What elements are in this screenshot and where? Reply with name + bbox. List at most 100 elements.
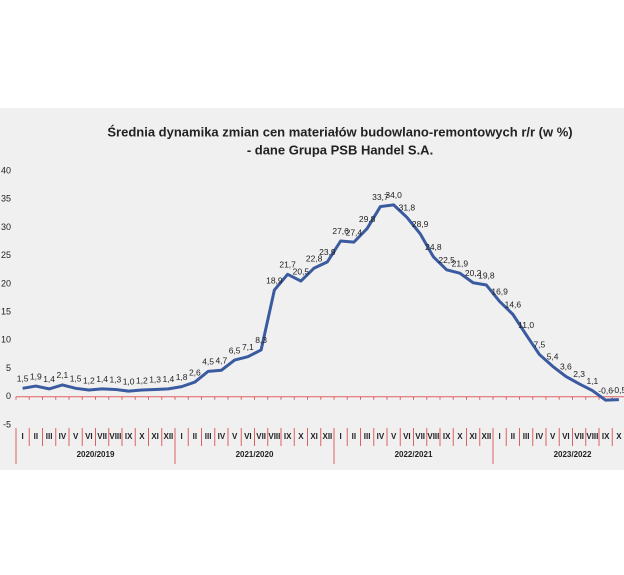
group-label: 2022/2021 [395, 450, 433, 459]
x-tick-label: VII [256, 432, 266, 441]
data-label: 27,4 [346, 227, 363, 237]
x-tick-label: XII [163, 432, 173, 441]
data-label: 4,7 [215, 355, 227, 365]
data-label: 29,8 [359, 214, 376, 224]
y-tick-label: -5 [3, 419, 11, 429]
data-label: 6,5 [229, 345, 241, 355]
x-tick-label: X [298, 432, 304, 441]
x-tick-label: VI [85, 432, 93, 441]
data-label: 20,5 [293, 266, 310, 276]
data-label: 1,1 [586, 376, 598, 386]
x-tick-label: VI [403, 432, 411, 441]
x-tick-label: XII [322, 432, 332, 441]
data-line [22, 203, 619, 402]
data-label: 1,2 [83, 375, 95, 385]
data-label: 4,5 [202, 357, 214, 367]
data-label: 2,6 [189, 367, 201, 377]
x-tick-label: V [232, 432, 238, 441]
x-tick-label: X [616, 432, 622, 441]
data-label: 2,3 [573, 369, 585, 379]
data-label: 20,2 [465, 268, 482, 278]
chart-background [0, 108, 624, 470]
data-label: 1,5 [70, 374, 82, 384]
x-tick-label: III [205, 432, 212, 441]
x-tick-label: IX [443, 432, 451, 441]
data-label: 21,9 [452, 258, 469, 268]
x-tick-label: II [511, 432, 515, 441]
data-label: 22,5 [438, 255, 455, 265]
data-label: 1,8 [176, 372, 188, 382]
data-label: 24,8 [425, 242, 442, 252]
x-tick-label: VIII [268, 432, 280, 441]
data-label: 1,9 [30, 371, 42, 381]
x-tick-label: I [340, 432, 342, 441]
x-tick-label: VII [97, 432, 107, 441]
data-label: 1,4 [96, 374, 108, 384]
group-label: 2020/2019 [77, 450, 115, 459]
group-label: 2023/2022 [554, 450, 592, 459]
data-label: 1,5 [17, 374, 29, 384]
x-tick-label: X [139, 432, 145, 441]
data-label: 1,3 [149, 375, 161, 385]
x-tick-label: IV [536, 432, 544, 441]
data-label: 1,4 [43, 374, 55, 384]
y-tick-label: 20 [1, 278, 11, 288]
x-tick-label: IX [125, 432, 133, 441]
x-tick-label: XII [481, 432, 491, 441]
data-label: 28,9 [412, 219, 429, 229]
data-label: 7,1 [242, 342, 254, 352]
x-tick-label: VI [562, 432, 570, 441]
x-tick-label: V [73, 432, 79, 441]
data-label: -0,5 [612, 385, 624, 395]
data-label: 11,0 [518, 320, 534, 330]
data-label: 16,9 [491, 287, 508, 297]
data-label: 2,1 [56, 370, 68, 380]
data-label: 1,0 [123, 376, 135, 386]
x-tick-label: II [193, 432, 197, 441]
y-tick-label: 15 [1, 306, 11, 316]
x-tick-label: VI [244, 432, 252, 441]
x-tick-label: VIII [109, 432, 121, 441]
x-tick-label: I [22, 432, 24, 441]
x-tick-label: VII [574, 432, 584, 441]
x-tick-label: VIII [586, 432, 598, 441]
data-label: 8,3 [255, 335, 267, 345]
x-tick-label: IX [284, 432, 292, 441]
x-tick-label: XI [469, 432, 477, 441]
x-tick-label: II [352, 432, 356, 441]
x-tick-label: IV [377, 432, 385, 441]
x-tick-label: V [550, 432, 556, 441]
x-tick-label: IX [602, 432, 610, 441]
data-label: 31,8 [399, 203, 416, 213]
x-tick-label: I [181, 432, 183, 441]
chart-subtitle: - dane Grupa PSB Handel S.A. [247, 142, 433, 157]
data-label: 7,5 [533, 340, 545, 350]
data-label: 1,3 [109, 375, 121, 385]
y-tick-label: 10 [1, 335, 11, 345]
data-label: 34,0 [385, 190, 402, 200]
data-label: 19,8 [478, 270, 495, 280]
data-label: 33,7 [372, 192, 389, 202]
x-tick-label: I [499, 432, 501, 441]
data-label: 3,6 [560, 362, 572, 372]
x-tick-label: IV [218, 432, 226, 441]
x-tick-label: IV [59, 432, 67, 441]
data-label: 21,7 [279, 260, 296, 270]
x-tick-label: VIII [427, 432, 439, 441]
data-label: 23,9 [319, 247, 336, 257]
x-tick-label: III [523, 432, 530, 441]
x-tick-label: II [34, 432, 38, 441]
x-tick-label: X [457, 432, 463, 441]
group-label: 2021/2020 [236, 450, 274, 459]
y-tick-label: 30 [1, 222, 11, 232]
data-label: 14,6 [505, 300, 522, 310]
x-tick-label: III [46, 432, 53, 441]
y-tick-label: 35 [1, 194, 11, 204]
data-label: 1,2 [136, 375, 148, 385]
data-label: 5,4 [547, 352, 559, 362]
data-label: 27,6 [332, 226, 349, 236]
x-tick-label: III [364, 432, 371, 441]
chart-title: Średnia dynamika zmian cen materiałów bu… [107, 124, 572, 139]
